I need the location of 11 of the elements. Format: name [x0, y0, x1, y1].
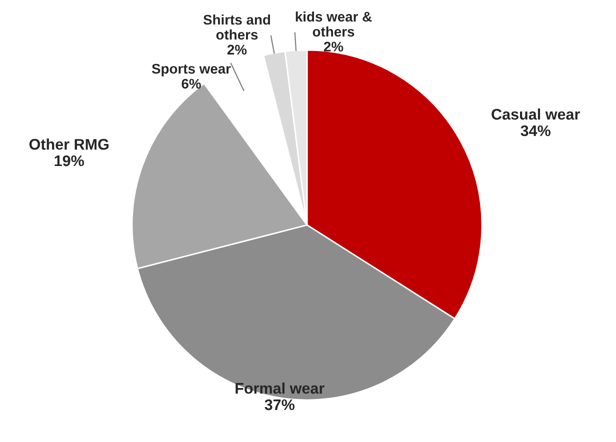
data-label: 37%: [264, 399, 295, 410]
data-label: 6%: [182, 78, 201, 89]
slice-label: Other RMG: [29, 138, 108, 150]
data-label: 2%: [324, 42, 344, 52]
slice-label: Sports wear: [152, 64, 231, 76]
data-label: 2%: [227, 44, 247, 55]
slice-label: Shirts and others: [203, 14, 270, 40]
data-label: 34%: [520, 125, 550, 136]
slice-label: kids wear & others: [296, 11, 372, 37]
slice-label: Casual wear: [492, 108, 580, 120]
data-label: 19%: [54, 155, 84, 166]
